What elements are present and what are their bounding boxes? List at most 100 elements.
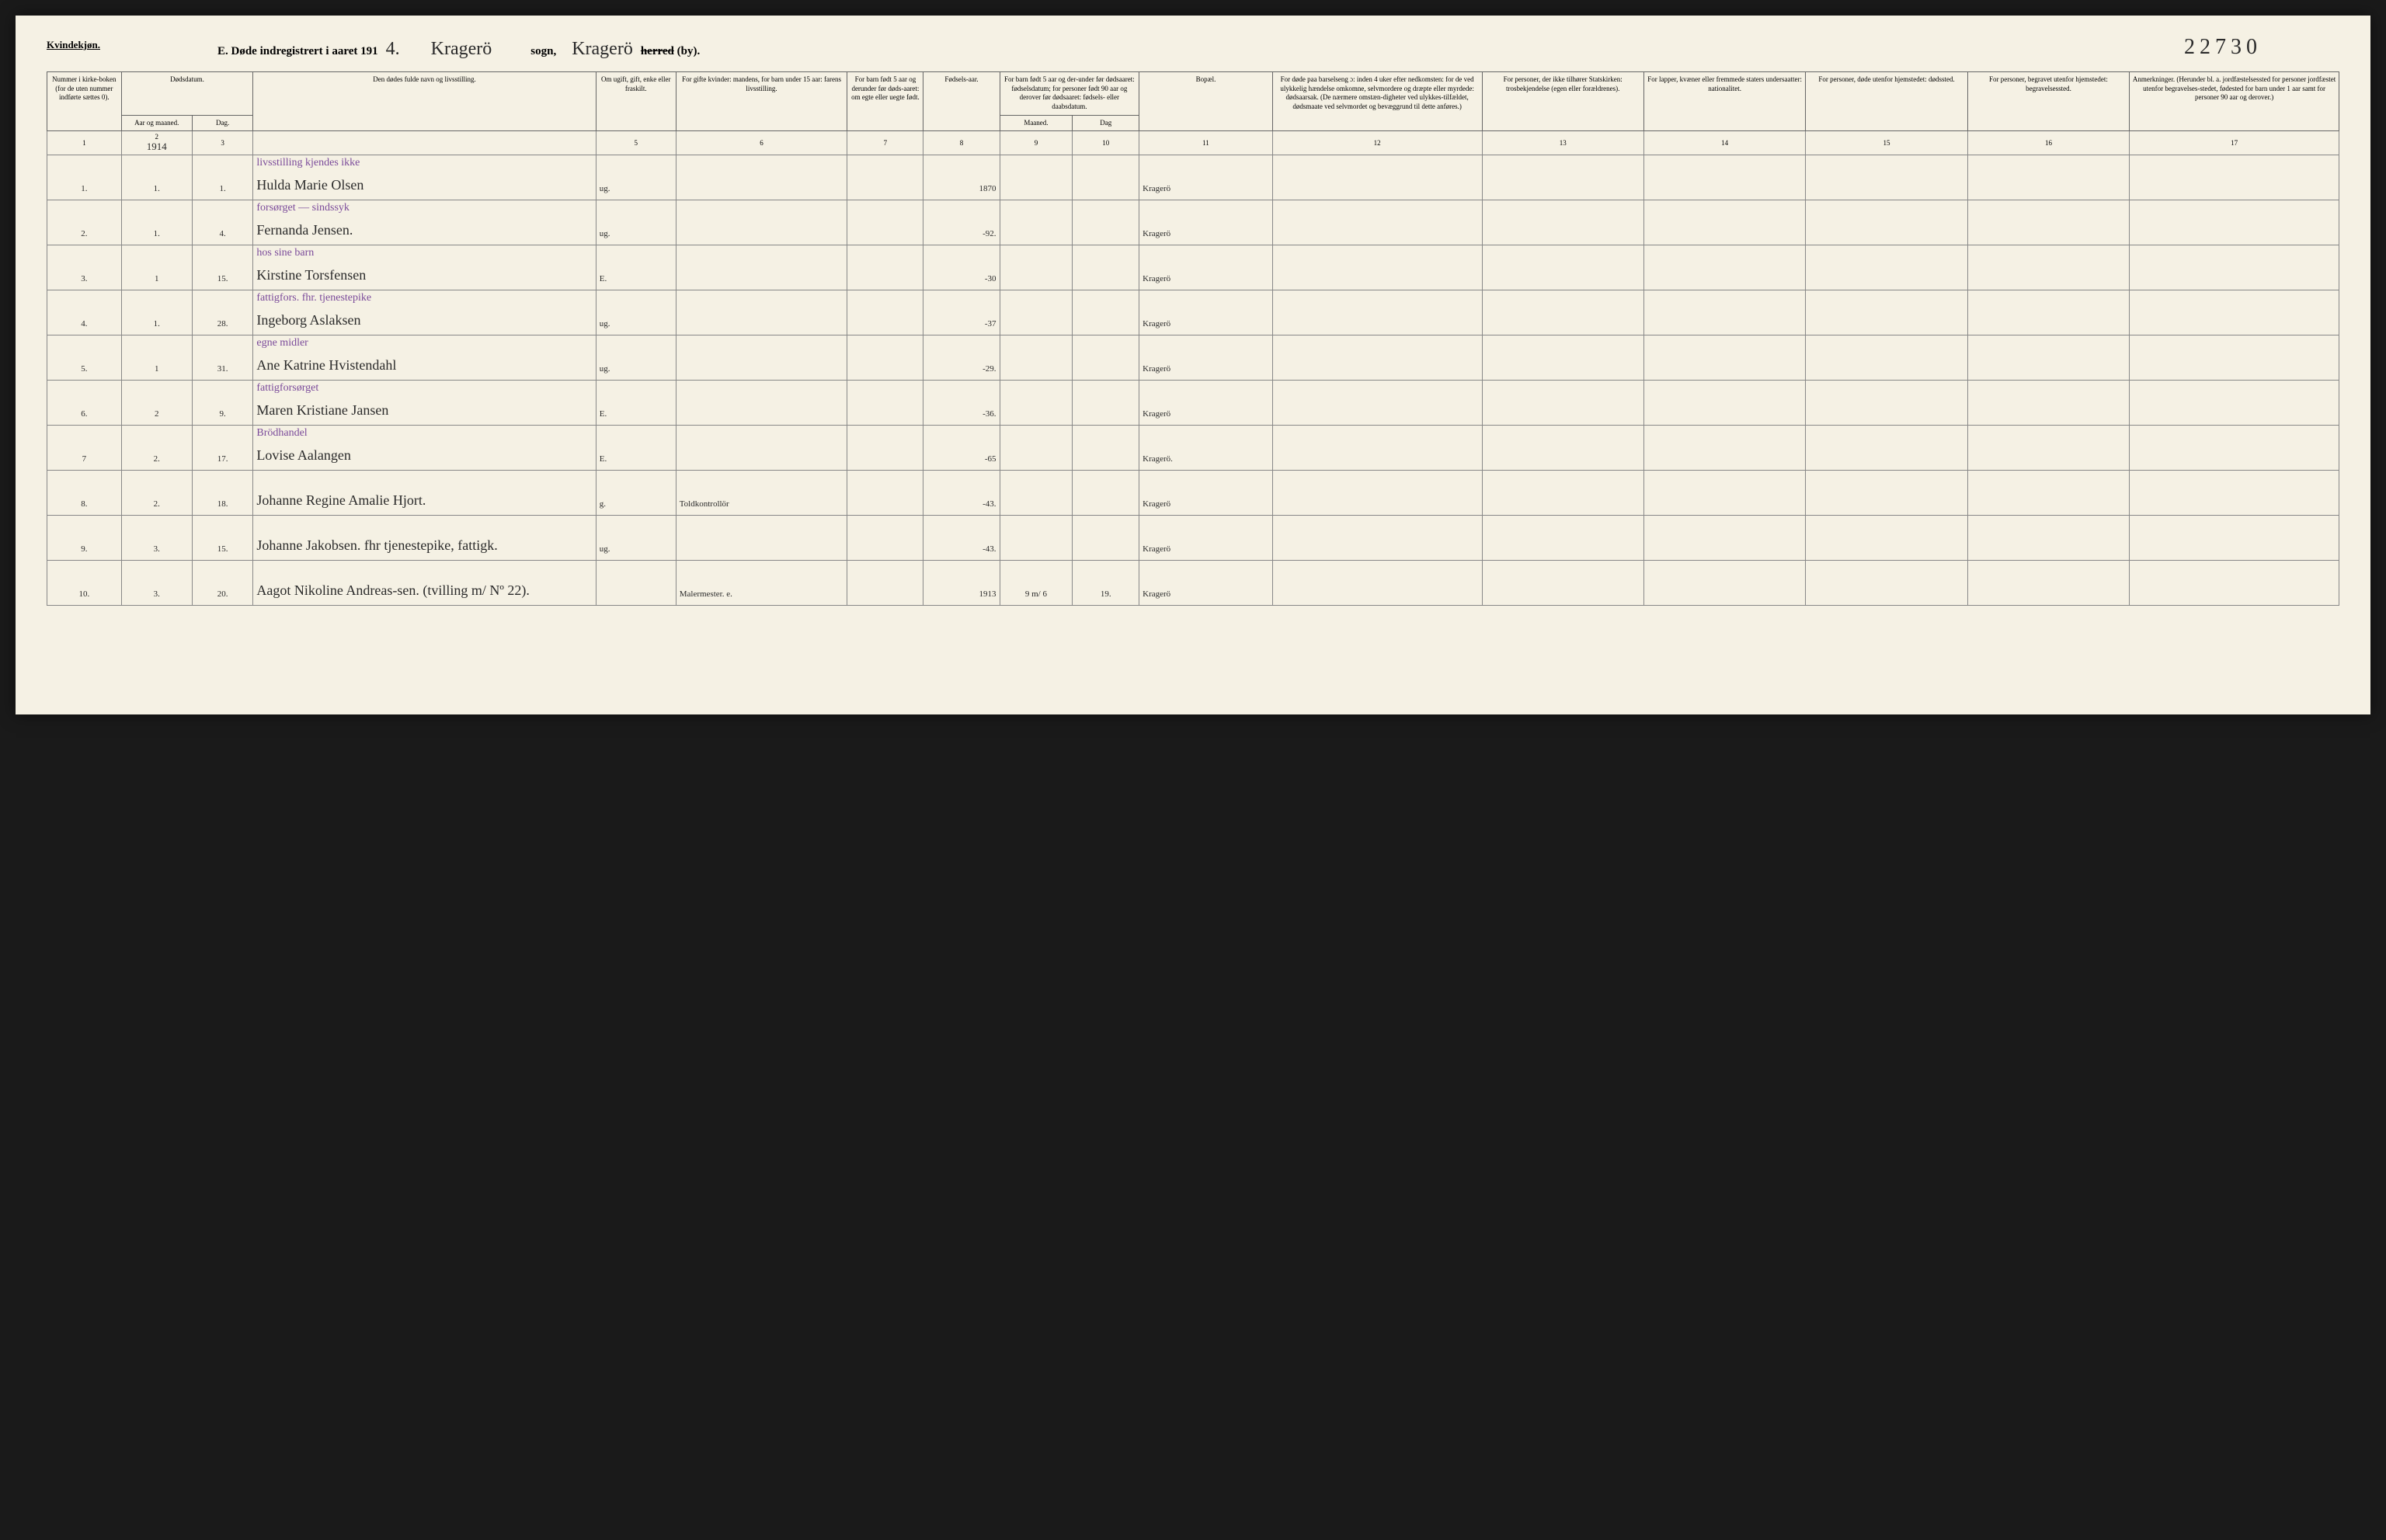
table-row: 10.3.20.Aagot Nikoline Andreas-sen. (tvi… [47,561,2339,606]
cell [1806,245,1967,290]
cell: 31. [192,335,252,381]
table-row: 2.1.4.forsørget — sindssykFernanda Jense… [47,200,2339,245]
cell: 1 [121,335,192,381]
cell [2130,290,2339,335]
cell [847,381,923,426]
cell: 1. [192,155,252,200]
cell [596,561,676,606]
cell [1272,290,1482,335]
person-name: Maren Kristiane Jansen [256,402,592,419]
table-row: 9.3.15.Johanne Jakobsen. fhr tjenestepik… [47,516,2339,561]
cell [2130,245,2339,290]
cell: 20. [192,561,252,606]
person-name: Lovise Aalangen [256,447,592,464]
cell: -29. [923,335,1000,381]
cell: 17. [192,426,252,471]
col-header-12: For døde paa barselseng ɔ: inden 4 uker … [1272,72,1482,131]
person-name: Aagot Nikoline Andreas-sen. (tvilling m/… [256,582,592,599]
col-header-9a: Maaned. [1000,115,1073,131]
colnum: 8 [923,131,1000,155]
cell: 9 m/ 6 [1000,561,1073,606]
cell [1073,471,1139,516]
cell [1073,426,1139,471]
cell: Kragerö [1139,516,1273,561]
col-header-7: For barn født 5 aar og derunder før døds… [847,72,923,131]
cell: Kragerö [1139,200,1273,245]
cell: 1. [121,155,192,200]
cell [1073,516,1139,561]
colnum: 14 [1643,131,1805,155]
cell [1482,290,1643,335]
cell: 9. [47,516,122,561]
gender-label: Kvindekjøn. [47,39,100,51]
colnum: 15 [1806,131,1967,155]
cell [1272,245,1482,290]
cell [1482,245,1643,290]
occupation-note: fattigforsørget [256,382,318,395]
cell [1000,335,1073,381]
cell [1967,155,2129,200]
cell [2130,471,2339,516]
cell [1967,245,2129,290]
cell: 2. [121,471,192,516]
cell [847,516,923,561]
cell [676,200,847,245]
cell [847,200,923,245]
cell [1967,516,2129,561]
cell: Aagot Nikoline Andreas-sen. (tvilling m/… [253,561,596,606]
cell [1272,381,1482,426]
cell: fattigforsørget Maren Kristiane Jansen [253,381,596,426]
table-row: 5.131.egne midlerAne Katrine Hvistendahl… [47,335,2339,381]
cell [1000,426,1073,471]
cell [2130,200,2339,245]
colnum: 5 [596,131,676,155]
cell: 28. [192,290,252,335]
person-name: Hulda Marie Olsen [256,177,592,193]
cell: egne midlerAne Katrine Hvistendahl [253,335,596,381]
cell [1073,245,1139,290]
col-header-14: For lapper, kvæner eller fremmede stater… [1643,72,1805,131]
cell [847,471,923,516]
cell [1000,155,1073,200]
cell: ug. [596,335,676,381]
cell: Johanne Jakobsen. fhr tjenestepike, fatt… [253,516,596,561]
cell: Kragerö [1139,381,1273,426]
cell [1643,426,1805,471]
table-header: Nummer i kirke-boken (for de uten nummer… [47,72,2339,155]
col-header-9b: Dag [1073,115,1139,131]
cell [1000,471,1073,516]
cell: 2 [121,381,192,426]
cell: ug. [596,200,676,245]
colnum: 10 [1073,131,1139,155]
colnum: 21914 [121,131,192,155]
cell [1643,245,1805,290]
cell [1482,335,1643,381]
cell: Toldkontrollör [676,471,847,516]
cell [1967,335,2129,381]
cell [1482,200,1643,245]
cell [1000,290,1073,335]
col-header-8: Fødsels-aar. [923,72,1000,131]
cell [1000,381,1073,426]
cell [1073,381,1139,426]
cell [2130,561,2339,606]
colnum: 1 [47,131,122,155]
cell: Kragerö [1139,335,1273,381]
occupation-note: hos sine barn [256,247,314,259]
cell [1806,155,1967,200]
cell [676,335,847,381]
occupation-note: Brödhandel [256,427,307,440]
col-header-17: Anmerkninger. (Herunder bl. a. jordfæste… [2130,72,2339,131]
cell: -43. [923,516,1000,561]
col-header-11: Bopæl. [1139,72,1273,131]
person-name: Ane Katrine Hvistendahl [256,357,592,374]
cell: -37 [923,290,1000,335]
sogn-value: Kragerö [431,39,492,60]
col-header-4: Den dødes fulde navn og livsstilling. [253,72,596,131]
occupation-note: fattigfors. fhr. tjenestepike [256,292,371,304]
page-number: 22730 [2184,35,2262,60]
cell [676,516,847,561]
cell [1643,471,1805,516]
cell: 1 [121,245,192,290]
document-page: Kvindekjøn. 22730 E. Døde indregistrert … [16,16,2370,714]
